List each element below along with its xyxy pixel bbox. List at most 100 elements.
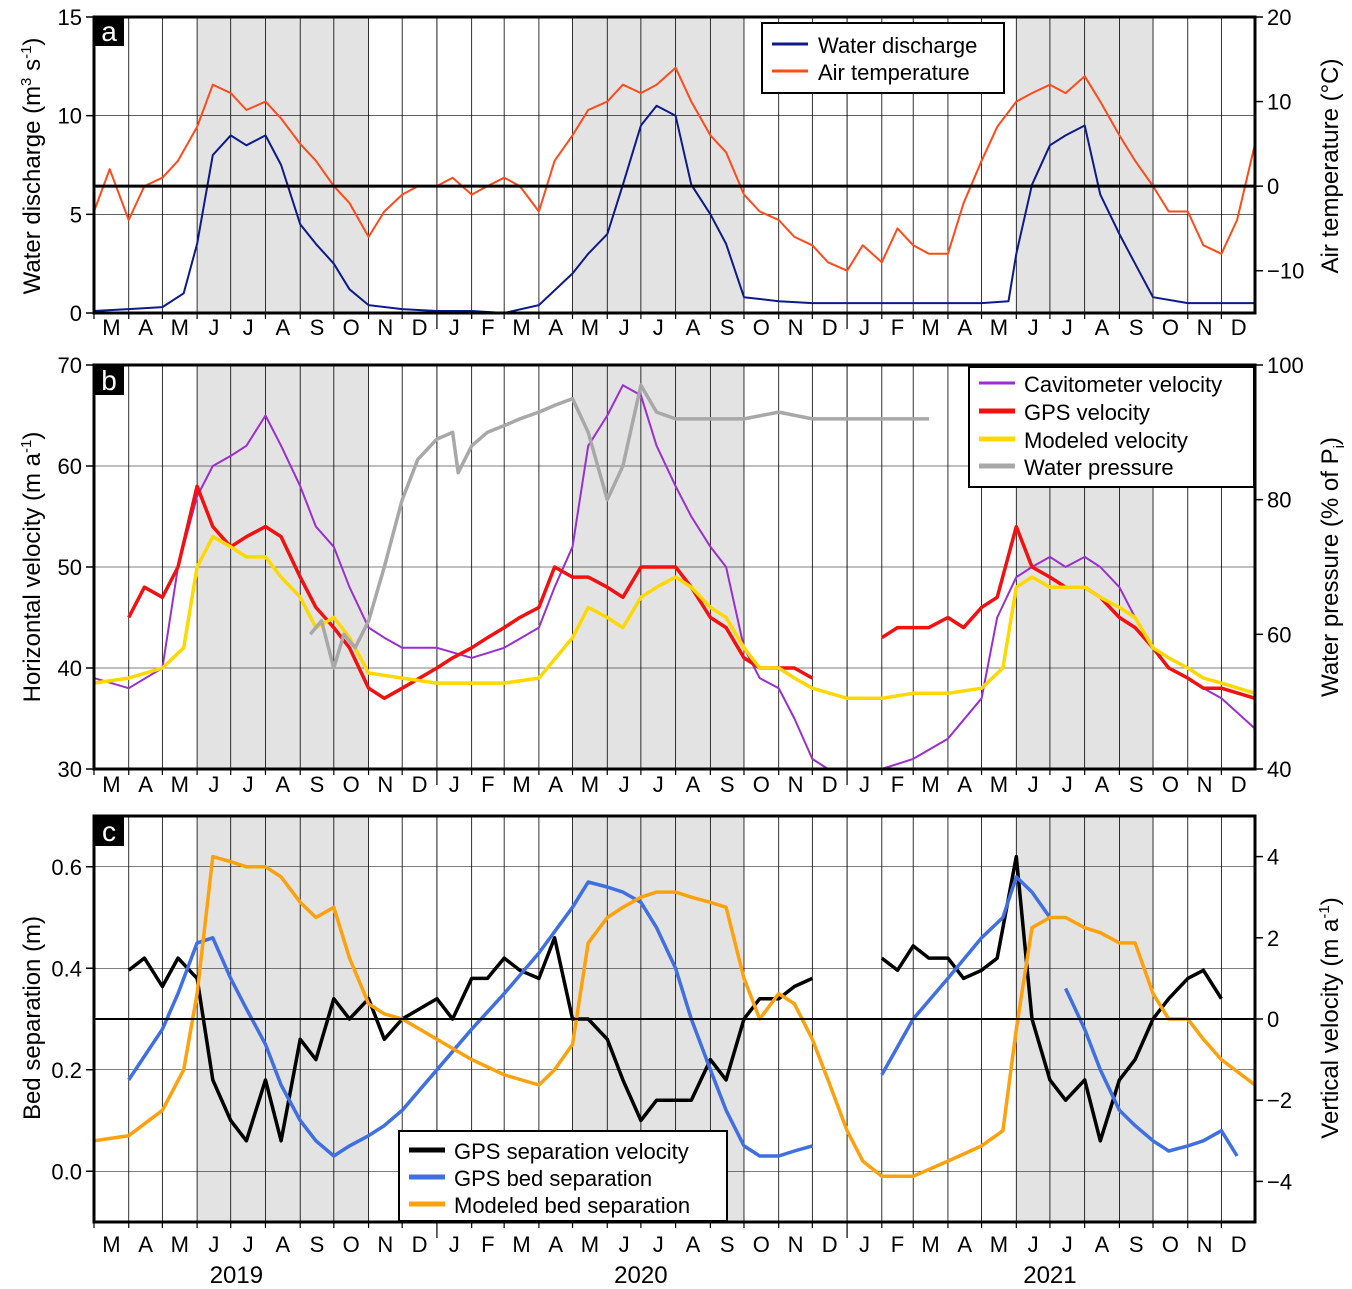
month-label: M: [102, 1232, 120, 1257]
month-label: J: [1062, 1232, 1073, 1257]
left-tick-label: 5: [70, 202, 82, 227]
left-tick-label: 0.0: [51, 1159, 82, 1184]
panel-b-right-axis-title: Water pressure (% of Pi): [1317, 437, 1348, 697]
month-label: O: [753, 1232, 770, 1257]
series-line-cavitometer-velocity: [93, 384, 1256, 770]
panel-a-right-axis-title: Air temperature (°C): [1317, 59, 1344, 274]
series-line-water-pressure: [308, 383, 929, 670]
month-label: J: [243, 315, 254, 340]
shaded-period-0-1: [572, 17, 744, 313]
panel-frame: [92, 15, 1257, 315]
right-tick-label: 80: [1267, 488, 1291, 513]
month-label: D: [412, 772, 428, 797]
month-label: A: [138, 772, 153, 797]
legend-label-water-pressure: Water pressure: [1024, 455, 1174, 480]
month-label: A: [275, 772, 290, 797]
month-label: D: [412, 1232, 428, 1257]
month-label: M: [990, 772, 1008, 797]
data-series: [93, 66, 1257, 1179]
month-label: M: [171, 1232, 189, 1257]
month-label: M: [581, 772, 599, 797]
month-label: N: [788, 1232, 804, 1257]
month-label: M: [921, 1232, 939, 1257]
series-line-air-temperature: [93, 66, 1256, 272]
left-tick-label: 50: [58, 555, 82, 580]
series-line-modeled-bed-separation: [93, 854, 1257, 1179]
month-label: D: [1231, 315, 1247, 340]
legend-label-gps-bed-separation: GPS bed separation: [454, 1166, 652, 1191]
month-label: A: [957, 315, 972, 340]
month-label: O: [1162, 315, 1179, 340]
series-line-gps-velocity: [127, 484, 814, 701]
month-label: F: [481, 1232, 494, 1257]
panel-a-letter: a: [101, 16, 117, 47]
month-label: A: [957, 772, 972, 797]
year-label: 2019: [210, 1262, 263, 1289]
month-label: A: [548, 315, 563, 340]
left-tick-label: 0.4: [51, 956, 82, 981]
month-label: A: [1095, 772, 1110, 797]
month-label: O: [753, 315, 770, 340]
legend-label-cavitometer-velocity: Cavitometer velocity: [1024, 372, 1222, 397]
left-tick-label: 30: [58, 757, 82, 782]
legend-label-air-temperature: Air temperature: [818, 60, 970, 85]
series-line-gps-bed-separation-2021-: [880, 875, 1052, 1076]
right-tick-label: 20: [1267, 5, 1291, 30]
month-label: A: [548, 1232, 563, 1257]
month-label: F: [891, 1232, 904, 1257]
panel-c-letter: c: [102, 816, 116, 847]
month-label: D: [1231, 1232, 1247, 1257]
month-label: M: [171, 315, 189, 340]
month-label: A: [275, 315, 290, 340]
left-tick-label: 0.6: [51, 855, 82, 880]
left-tick-label: 0: [70, 301, 82, 326]
month-label: N: [377, 315, 393, 340]
series-line-gps-bed-separation: [127, 880, 813, 1158]
month-label: J: [653, 1232, 664, 1257]
month-label: A: [138, 315, 153, 340]
series-line-gps-separation-velocity-2021-: [880, 854, 1223, 1143]
month-label: A: [686, 315, 701, 340]
month-label: A: [957, 1232, 972, 1257]
month-label: N: [788, 772, 804, 797]
panel-c-legend: GPS separation velocity GPS bed separati…: [398, 1130, 728, 1222]
legend-label-modeled-bed-separation: Modeled bed separation: [454, 1193, 690, 1218]
month-label: A: [686, 772, 701, 797]
right-tick-label: 10: [1267, 90, 1291, 115]
month-label: J: [449, 1232, 460, 1257]
month-label: D: [822, 1232, 838, 1257]
month-label: S: [310, 1232, 325, 1257]
month-label: N: [1197, 315, 1213, 340]
panel-b-left-axis-title: Horizontal velocity (m a-1): [18, 432, 46, 703]
month-label: M: [512, 315, 530, 340]
month-label: M: [921, 315, 939, 340]
legend-label-water-discharge: Water discharge: [818, 33, 977, 58]
year-label: 2021: [1023, 1262, 1076, 1289]
panel-a-legend: Water discharge Air temperature: [761, 22, 1005, 94]
month-label: S: [720, 1232, 735, 1257]
month-label: J: [1062, 772, 1073, 797]
year-label: 2020: [614, 1262, 667, 1289]
month-label: S: [310, 315, 325, 340]
month-label: N: [377, 772, 393, 797]
month-label: N: [788, 315, 804, 340]
month-label: J: [859, 1232, 870, 1257]
right-tick-label: 60: [1267, 622, 1291, 647]
month-label: J: [1028, 315, 1039, 340]
month-label: J: [859, 315, 870, 340]
month-label: O: [343, 315, 360, 340]
month-label: M: [102, 315, 120, 340]
series-line-gps-separation-velocity: [127, 936, 814, 1143]
right-tick-label: 100: [1267, 353, 1304, 378]
month-label: M: [581, 1232, 599, 1257]
month-label: J: [619, 772, 630, 797]
month-label: A: [275, 1232, 290, 1257]
month-label: D: [822, 315, 838, 340]
month-label: J: [449, 772, 460, 797]
month-label: J: [653, 772, 664, 797]
right-tick-label: 40: [1267, 757, 1291, 782]
series-line-gps-velocity-2021-: [880, 524, 1256, 700]
panel-a-badge: a: [94, 16, 124, 47]
right-tick-label: 0: [1267, 174, 1279, 199]
legend-label-gps-velocity: GPS velocity: [1024, 400, 1150, 425]
